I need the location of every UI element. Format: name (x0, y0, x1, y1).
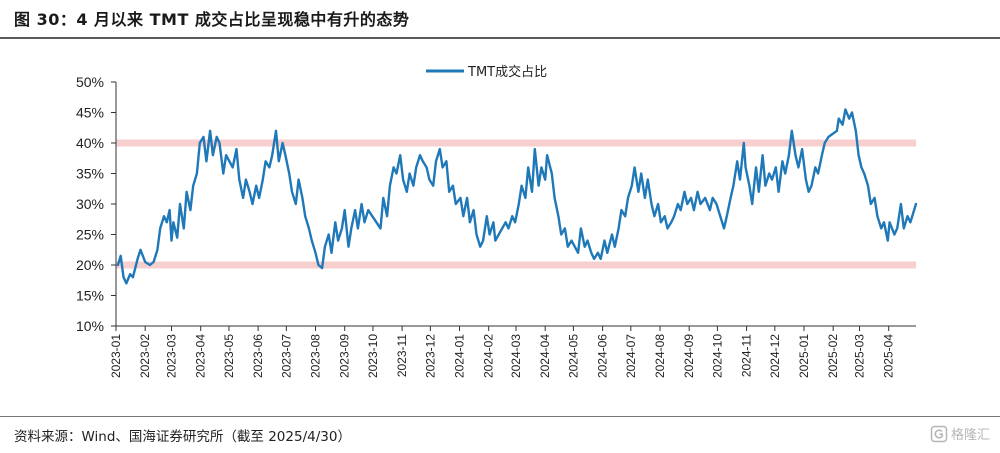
x-tick-label: 2023-02 (138, 334, 152, 378)
x-tick-label: 2023-07 (279, 334, 293, 378)
gelonghui-logo-icon (930, 425, 948, 442)
x-tick-label: 2024-05 (566, 334, 580, 378)
x-tick-label: 2023-10 (366, 334, 380, 378)
x-tick-label: 2023-09 (338, 334, 352, 378)
y-tick-label: 10% (76, 318, 104, 334)
x-tick-label: 2023-08 (309, 334, 323, 378)
x-tick-label: 2023-01 (109, 334, 123, 378)
x-tick-label: 2024-07 (624, 334, 638, 378)
x-tick-label: 2025-01 (797, 334, 811, 378)
x-tick-label: 2024-06 (596, 334, 610, 378)
x-tick-labels: 2023-01 2023-02 2023-03 2023-04 2023-05 2023-… (109, 334, 896, 378)
y-tick-label: 20% (76, 257, 104, 273)
x-tick-label: 2024-08 (653, 334, 667, 378)
x-tick-label: 2025-02 (826, 334, 840, 378)
series-line-1 (116, 108, 918, 285)
x-tick-label: 2024-09 (682, 334, 696, 378)
x-tick-label: 2023-12 (423, 334, 437, 378)
x-tick-label: 2024-01 (453, 334, 467, 378)
x-tick-label: 2023-03 (165, 334, 179, 378)
watermark-text: 格隆汇 (950, 428, 990, 443)
chart-axes (111, 81, 916, 331)
y-tick-label: 30% (76, 196, 104, 212)
watermark: 格隆汇 (930, 424, 990, 443)
series-layer (116, 108, 918, 285)
x-tick-label: 2024-12 (768, 334, 782, 378)
legend-label: TMT成交占比 (467, 64, 547, 80)
x-tick-label: 2023-05 (222, 334, 236, 378)
y-tick-label: 15% (76, 288, 104, 304)
x-tick-label: 2023-11 (395, 334, 409, 377)
x-tick-label: 2024-10 (710, 334, 724, 378)
source-note: 资料来源：Wind、国海证券研究所（截至 2025/4/30） (14, 429, 351, 445)
y-tick-label: 45% (76, 105, 104, 121)
y-tick-label: 50% (76, 74, 104, 90)
x-tick-label: 2024-02 (482, 334, 496, 378)
title-rule (0, 37, 1000, 39)
bottom-rule (0, 416, 1000, 417)
reference-bands (116, 139, 916, 269)
chart-legend: TMT成交占比 (426, 64, 547, 80)
y-tick-label: 40% (76, 135, 104, 151)
x-tick-label: 2024-11 (740, 334, 754, 377)
x-tick-label: 2025-04 (882, 334, 896, 378)
y-tick-label: 35% (76, 166, 104, 182)
x-tick-label: 2023-06 (251, 334, 265, 378)
x-tick-label: 2024-03 (509, 334, 523, 378)
x-tick-label: 2024-04 (538, 334, 552, 378)
x-tick-label: 2025-03 (853, 334, 867, 378)
y-tick-label: 25% (76, 227, 104, 243)
y-tick-labels: 10% 15% 20% 25% 30% 35% 40% 45% 50% (76, 74, 104, 334)
tmt-share-chart: 10%15%20%25%30%35%40%45%50% 2023-01 2023-… (76, 64, 918, 378)
figure-title: 图 30：4 月以来 TMT 成交占比呈现稳中有升的态势 (14, 10, 410, 29)
x-tick-label: 2023-04 (194, 334, 208, 378)
